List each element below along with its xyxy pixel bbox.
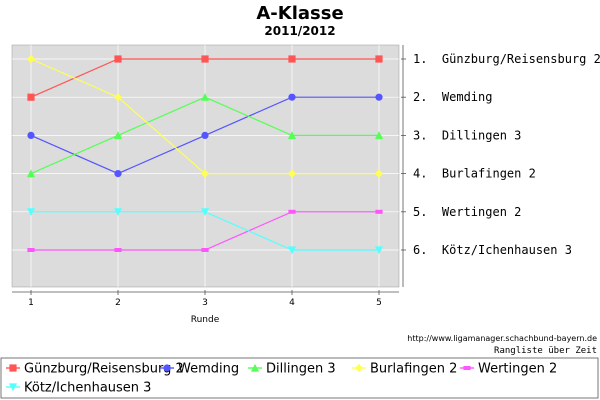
data-point-series-1 — [201, 55, 209, 63]
data-point-series-4 — [200, 169, 210, 178]
data-point-series-4 — [113, 93, 123, 102]
rank-label: 2. Wemding — [413, 90, 492, 104]
legend-label-5: Wertingen 2 — [478, 362, 557, 377]
data-point-series-6 — [200, 208, 210, 216]
source-url: http://www.ligamanager.schachbund-bayern… — [407, 334, 597, 343]
rank-label: 3. Dillingen 3 — [413, 128, 521, 142]
rank-label: 5. Wertingen 2 — [413, 205, 521, 219]
data-point-series-1 — [375, 55, 383, 63]
data-point-series-1 — [27, 93, 35, 101]
legend-label-6: Kötz/Ichenhausen 3 — [24, 381, 151, 396]
data-point-series-5 — [114, 248, 122, 252]
data-point-series-5 — [288, 209, 296, 214]
data-point-series-3 — [200, 93, 210, 101]
legend-marker-3 — [250, 363, 260, 372]
data-point-series-4 — [374, 169, 384, 178]
x-tick-label: 5 — [376, 298, 382, 308]
data-point-series-4 — [287, 169, 297, 178]
rank-label: 6. Kötz/Ichenhausen 3 — [413, 243, 572, 257]
data-point-series-4 — [26, 54, 36, 64]
rank-label: 1. Günzburg/Reisensburg 2 — [413, 52, 600, 66]
rank-label: 4. Burlafingen 2 — [413, 167, 536, 181]
x-axis-label: Runde — [191, 315, 220, 325]
legend-label-3: Dillingen 3 — [266, 362, 336, 377]
chart-title: A-Klasse — [256, 3, 343, 24]
legend-box — [0, 357, 599, 399]
x-tick-label: 1 — [28, 298, 34, 308]
data-point-series-3 — [287, 131, 297, 139]
data-point-series-2 — [114, 170, 122, 178]
chart-subtitle: 2011/2012 — [264, 24, 335, 38]
data-point-series-3 — [113, 131, 123, 139]
x-tick-label: 3 — [202, 298, 208, 308]
data-point-series-3 — [26, 169, 36, 178]
data-point-series-2 — [27, 131, 35, 139]
x-tick-label: 2 — [115, 298, 121, 308]
legend-marker-5 — [463, 366, 471, 370]
data-point-series-5 — [375, 209, 383, 214]
legend-label-2: Wemding — [178, 362, 239, 377]
data-point-series-6 — [374, 246, 384, 255]
data-point-series-3 — [374, 131, 384, 139]
data-point-series-2 — [201, 131, 209, 139]
data-point-series-6 — [113, 208, 123, 216]
data-point-series-6 — [287, 246, 297, 255]
x-tick-label: 4 — [289, 298, 295, 308]
legend-marker-1 — [9, 364, 17, 372]
data-point-series-5 — [27, 248, 35, 252]
data-point-series-1 — [114, 55, 122, 63]
legend-marker-2 — [163, 364, 171, 372]
data-point-series-5 — [201, 248, 209, 252]
plot-area — [11, 44, 400, 288]
chart-caption: Rangliste über Zeit — [494, 346, 597, 356]
legend-marker-6 — [8, 383, 18, 392]
legend-label-1: Günzburg/Reisensburg 2 — [24, 362, 184, 377]
legend-marker-4 — [354, 363, 364, 373]
data-point-series-2 — [375, 93, 383, 101]
data-point-series-1 — [288, 55, 296, 63]
data-point-series-2 — [288, 93, 296, 101]
legend-label-4: Burlafingen 2 — [370, 362, 457, 377]
data-point-series-6 — [26, 208, 36, 216]
